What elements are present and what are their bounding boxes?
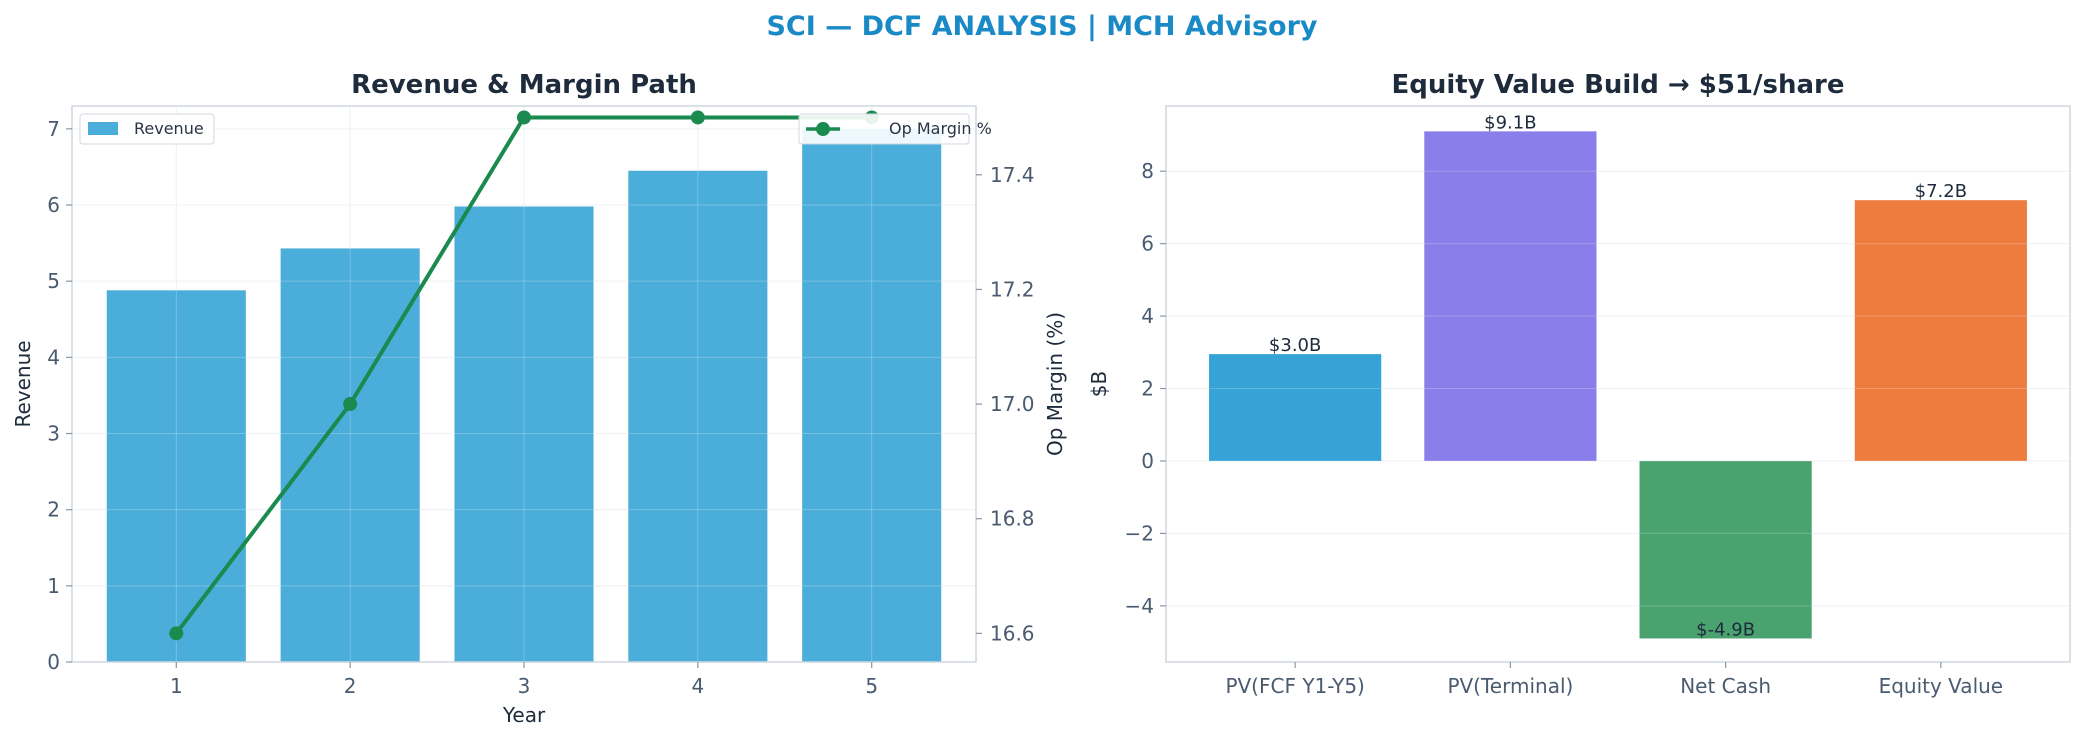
left-y-tick-label: 0: [47, 650, 60, 674]
op-margin-point-year-4: [690, 110, 705, 125]
equity-bar-value-label: $-4.9B: [1696, 619, 1755, 640]
revenue-bar-year-5: [802, 128, 942, 663]
left-y-tick-label: 4: [47, 345, 60, 369]
left-y2-tick-label: 17.4: [990, 163, 1035, 187]
left-x-tick-label: 4: [691, 674, 704, 698]
right-y-ticks: −4 −2 0 2 4 6 8: [1125, 159, 1166, 618]
revenue-bar-year-1: [106, 290, 246, 662]
equity-bars: [1166, 131, 2070, 639]
left-y-tick-label: 6: [47, 193, 60, 217]
revenue-bars: [72, 106, 976, 663]
left-y-tick-label: 7: [47, 117, 60, 141]
left-x-axis-label: Year: [502, 703, 546, 727]
right-y-tick-label: 0: [1141, 449, 1154, 473]
legend-revenue-box: [79, 113, 215, 145]
equity-bar-1: [1424, 131, 1597, 461]
left-x-ticks: 1 2 3 4 5: [170, 662, 878, 698]
left-chart-title: Revenue & Margin Path: [351, 70, 697, 100]
left-y-axis-label: Revenue: [11, 340, 35, 427]
legend-revenue: Revenue: [79, 113, 215, 145]
right-grid: [1166, 170, 2070, 607]
right-plot-frame: [1165, 105, 2071, 663]
right-x-ticks: PV(FCF Y1-Y5) PV(Terminal) Net Cash Equity …: [1225, 662, 2003, 698]
equity-bar-labels: $3.0B $9.1B $-4.9B $7.2B: [1269, 112, 1967, 640]
right-x-tick-label: Net Cash: [1680, 674, 1771, 698]
revenue-bar-year-2: [280, 248, 420, 662]
equity-bar-2: [1639, 460, 1812, 639]
right-y-tick-label: 6: [1141, 232, 1154, 256]
revenue-margin-chart: 0 1 2 3 4 5 6 7 16.6 16.8 17.0 17.2 17.4 1 2 3 4 5 Reve…: [11, 70, 1067, 727]
right-y-axis-label: $B: [1087, 371, 1111, 397]
right-x-tick-label: PV(Terminal): [1447, 674, 1573, 698]
revenue-bar-year-3: [454, 206, 594, 662]
equity-bar-value-label: $7.2B: [1915, 181, 1967, 202]
right-y-tick-label: −2: [1125, 521, 1154, 545]
right-x-tick-label: PV(FCF Y1-Y5): [1225, 674, 1364, 698]
left-y-ticks: 0 1 2 3 4 5 6 7: [47, 117, 72, 674]
equity-bar-value-label: $9.1B: [1484, 112, 1536, 133]
right-y-tick-label: 2: [1141, 377, 1154, 401]
left-x-tick-label: 2: [344, 674, 357, 698]
right-x-tick-label: Equity Value: [1879, 674, 2004, 698]
left-x-tick-label: 3: [518, 674, 531, 698]
equity-bar-3: [1854, 200, 2027, 461]
right-y-tick-label: 4: [1141, 304, 1154, 328]
left-y2-tick-label: 17.0: [990, 392, 1035, 416]
legend-revenue-label: Revenue: [134, 119, 204, 138]
left-y2-ticks: 16.6 16.8 17.0 17.2 17.4: [976, 163, 1035, 645]
right-chart-title: Equity Value Build → $51/share: [1392, 70, 1845, 100]
equity-bar-0: [1209, 354, 1382, 461]
legend-op-margin-label: Op Margin %: [889, 119, 992, 138]
left-x-tick-label: 5: [865, 674, 878, 698]
legend-op-margin-swatch-marker: [816, 122, 830, 136]
figure-title: SCI — DCF ANALYSIS | MCH Advisory: [766, 11, 1317, 42]
left-y-tick-label: 5: [47, 269, 60, 293]
left-y2-axis-label: Op Margin (%): [1043, 312, 1067, 456]
left-y-tick-label: 2: [47, 498, 60, 522]
left-x-tick-label: 1: [170, 674, 183, 698]
op-margin-point-year-2: [343, 397, 358, 412]
op-margin-point-year-1: [169, 626, 184, 641]
legend-op-margin: Op Margin %: [798, 113, 992, 145]
equity-build-chart: −4 −2 0 2 4 6 8 PV(FCF Y1-Y5) PV(Terminal) Net C…: [1087, 70, 2071, 698]
legend-op-margin-box: [798, 113, 970, 145]
right-y-tick-label: −4: [1125, 594, 1154, 618]
left-y-tick-label: 3: [47, 422, 60, 446]
right-y-tick-label: 8: [1141, 159, 1154, 183]
left-y2-tick-label: 16.6: [990, 621, 1035, 645]
equity-bar-value-label: $3.0B: [1269, 335, 1321, 356]
revenue-bar-year-4: [628, 170, 768, 662]
legend-revenue-swatch: [88, 122, 118, 135]
op-margin-point-year-3: [517, 110, 531, 125]
left-y2-tick-label: 16.8: [990, 507, 1035, 531]
left-y-tick-label: 1: [47, 574, 60, 598]
left-y2-tick-label: 17.2: [990, 277, 1035, 301]
